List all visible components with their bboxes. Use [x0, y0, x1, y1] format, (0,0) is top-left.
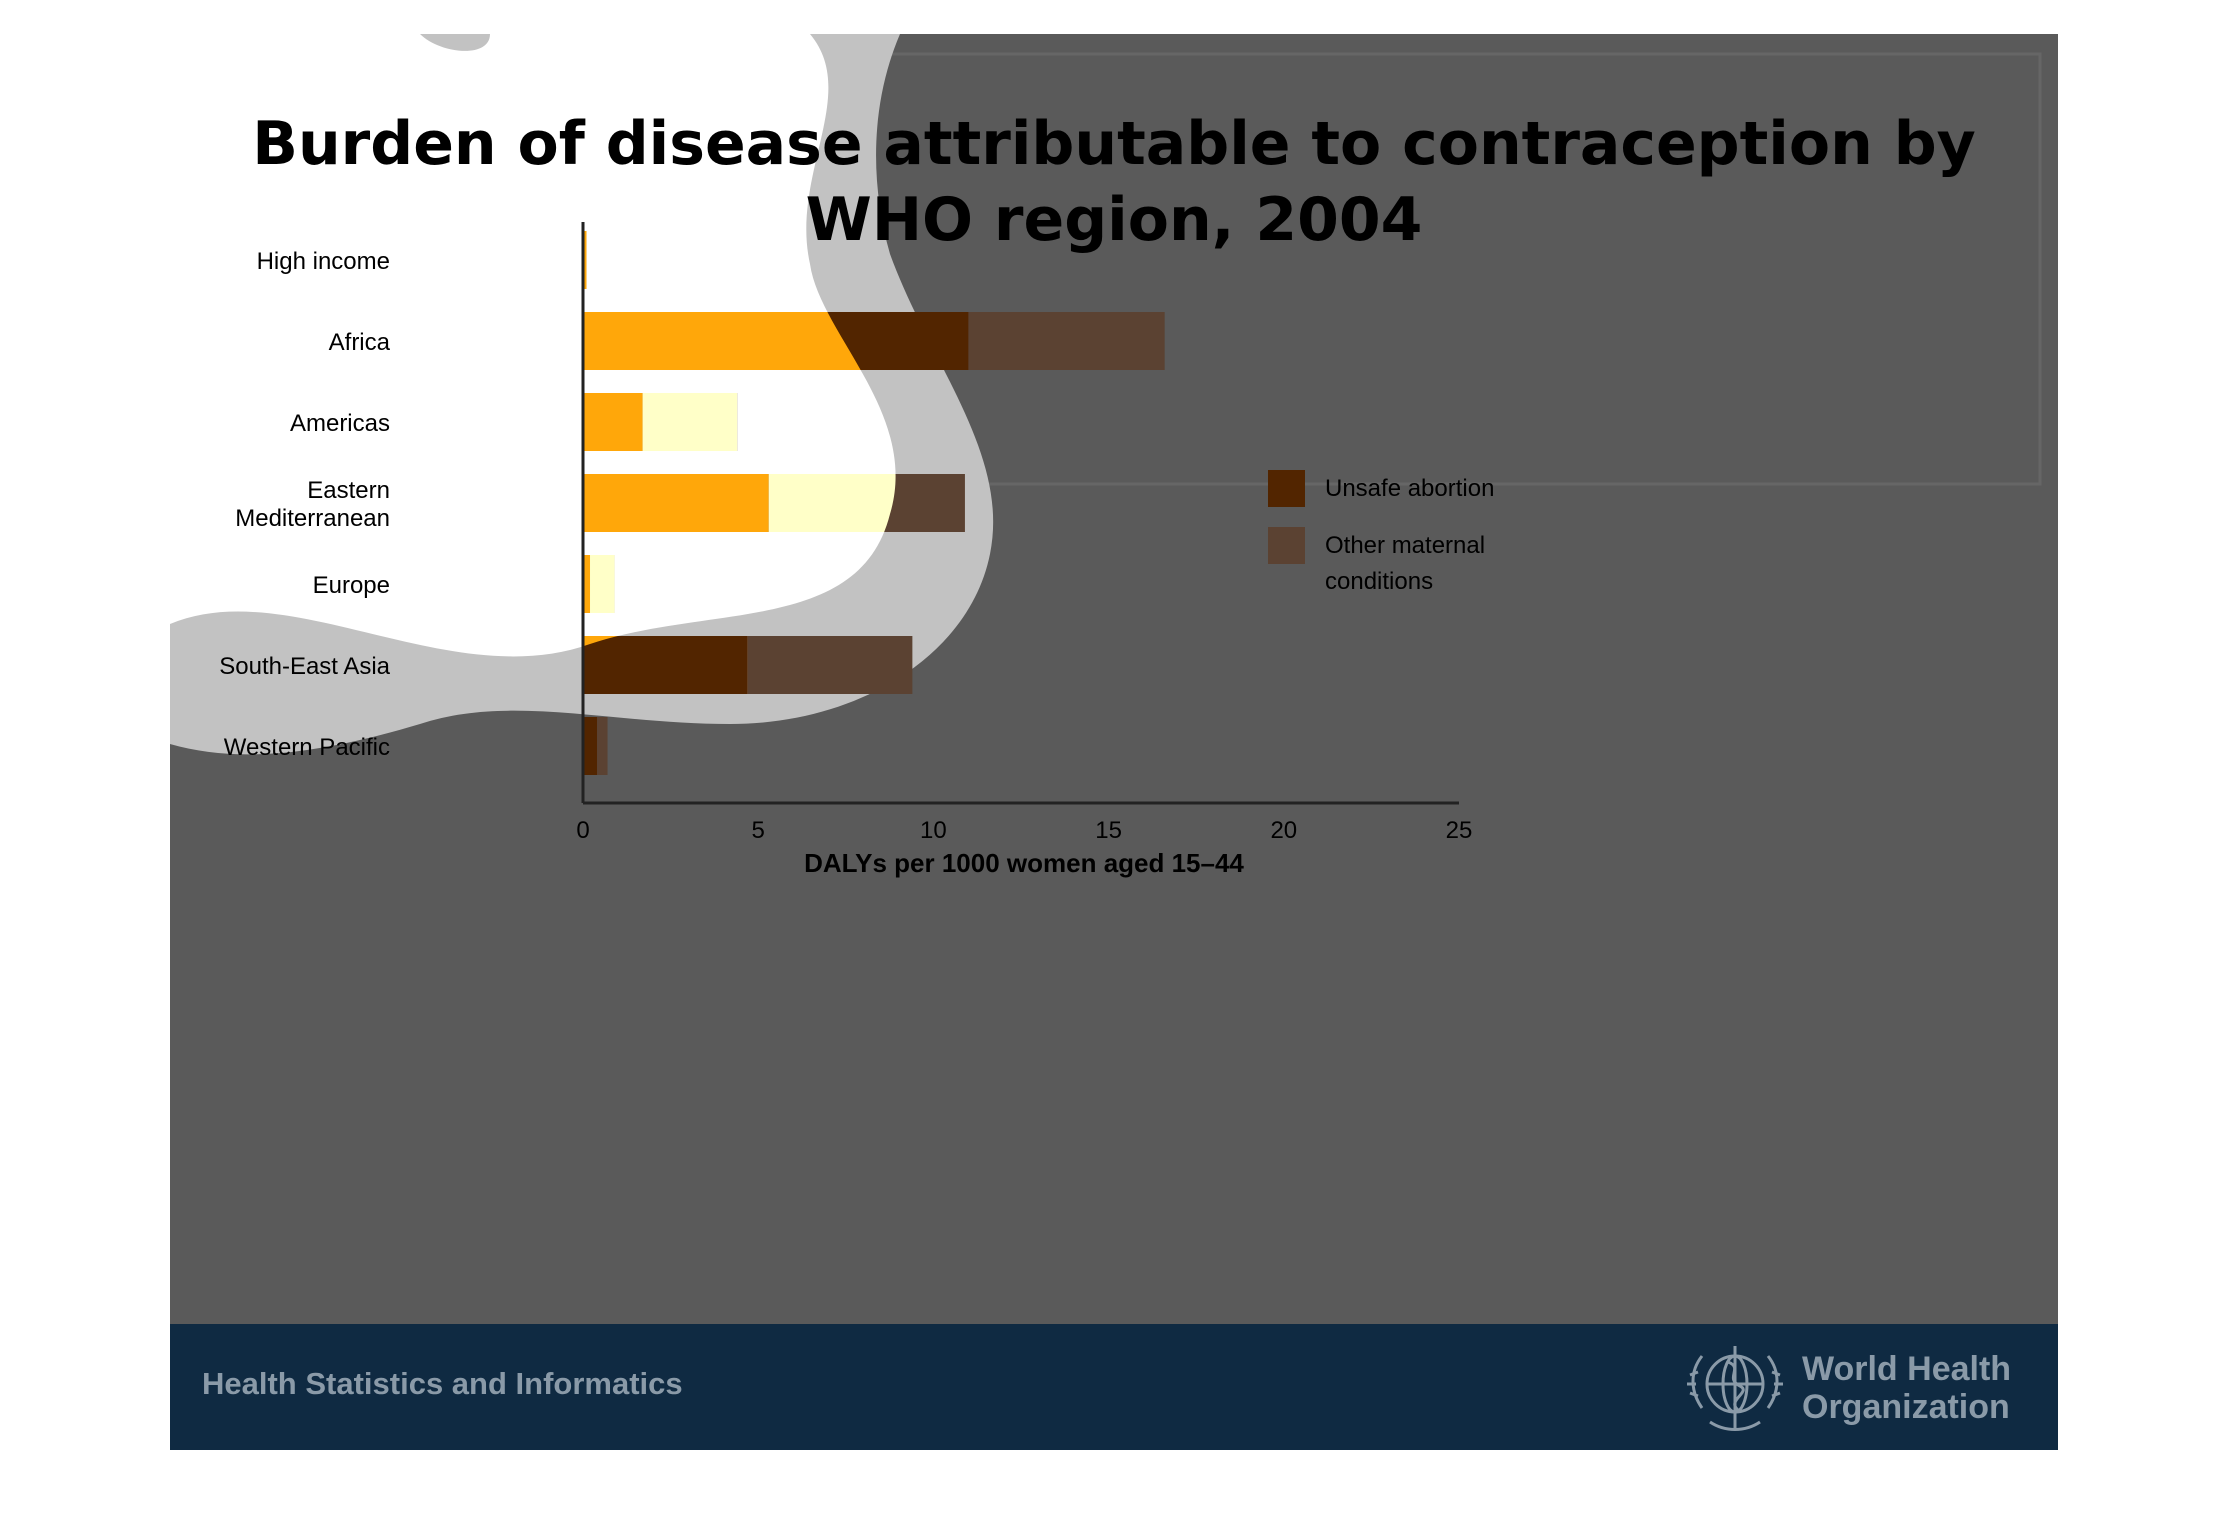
legend-swatch-unsafe-abortion: [1268, 470, 1305, 507]
x-axis-title: DALYs per 1000 women aged 15–44: [804, 848, 1244, 878]
x-tick-label: 0: [576, 817, 589, 844]
bar-unsafe-abortion-western-pacific: [583, 717, 598, 775]
x-tick-label: 10: [920, 817, 947, 844]
category-label: High income: [257, 248, 390, 275]
bar-highlight: [583, 231, 587, 289]
category-label: Western Pacific: [224, 734, 390, 761]
bar-highlight: [642, 393, 738, 451]
bar-highlight: [583, 393, 643, 451]
category-label: Mediterranean: [235, 505, 390, 532]
category-label: Eastern: [307, 477, 390, 504]
legend-label: Unsafe abortion: [1325, 475, 1494, 502]
footer-bar: Health Statistics and Informatics World …: [170, 1324, 2058, 1450]
category-label: South-East Asia: [219, 653, 390, 680]
bar-other-maternal-africa: [968, 312, 1165, 370]
x-tick-label: 25: [1446, 817, 1473, 844]
bar-highlight: [583, 474, 769, 532]
x-tick-label: 15: [1095, 817, 1122, 844]
slide: Burden of disease attributable to contra…: [170, 34, 2058, 1450]
footer-program-name: Health Statistics and Informatics: [202, 1366, 683, 1401]
bar-other-maternal-western-pacific: [597, 717, 608, 775]
category-label: Americas: [290, 410, 390, 437]
who-name-line-2: Organization: [1802, 1388, 2010, 1426]
bar-other-maternal-south-east-asia: [747, 636, 913, 694]
who-emblem-icon: [1687, 1346, 1783, 1431]
category-label: Europe: [313, 572, 390, 599]
chart-title-line-2: WHO region, 2004: [805, 185, 1423, 255]
x-tick-label: 5: [752, 817, 765, 844]
legend-label: Other maternal: [1325, 532, 1485, 559]
who-name-line-1: World Health: [1802, 1350, 2012, 1388]
legend-label: conditions: [1325, 568, 1433, 595]
who-organization-name: World Health Organization: [1802, 1350, 2011, 1426]
legend-swatch-other-maternal: [1268, 527, 1305, 564]
bar-chart: High income Africa Americas EasternMediterr…: [219, 222, 1494, 878]
x-tick-label: 20: [1270, 817, 1297, 844]
category-label: Africa: [329, 329, 391, 356]
bar-highlight: [583, 555, 591, 613]
bar-highlight: [768, 474, 896, 532]
bar-highlight: [590, 555, 615, 613]
chart-title-line-1: Burden of disease attributable to contra…: [252, 109, 1976, 179]
chart-title: Burden of disease attributable to contra…: [170, 106, 2058, 258]
bar-unsafe-abortion-south-east-asia: [583, 636, 748, 694]
